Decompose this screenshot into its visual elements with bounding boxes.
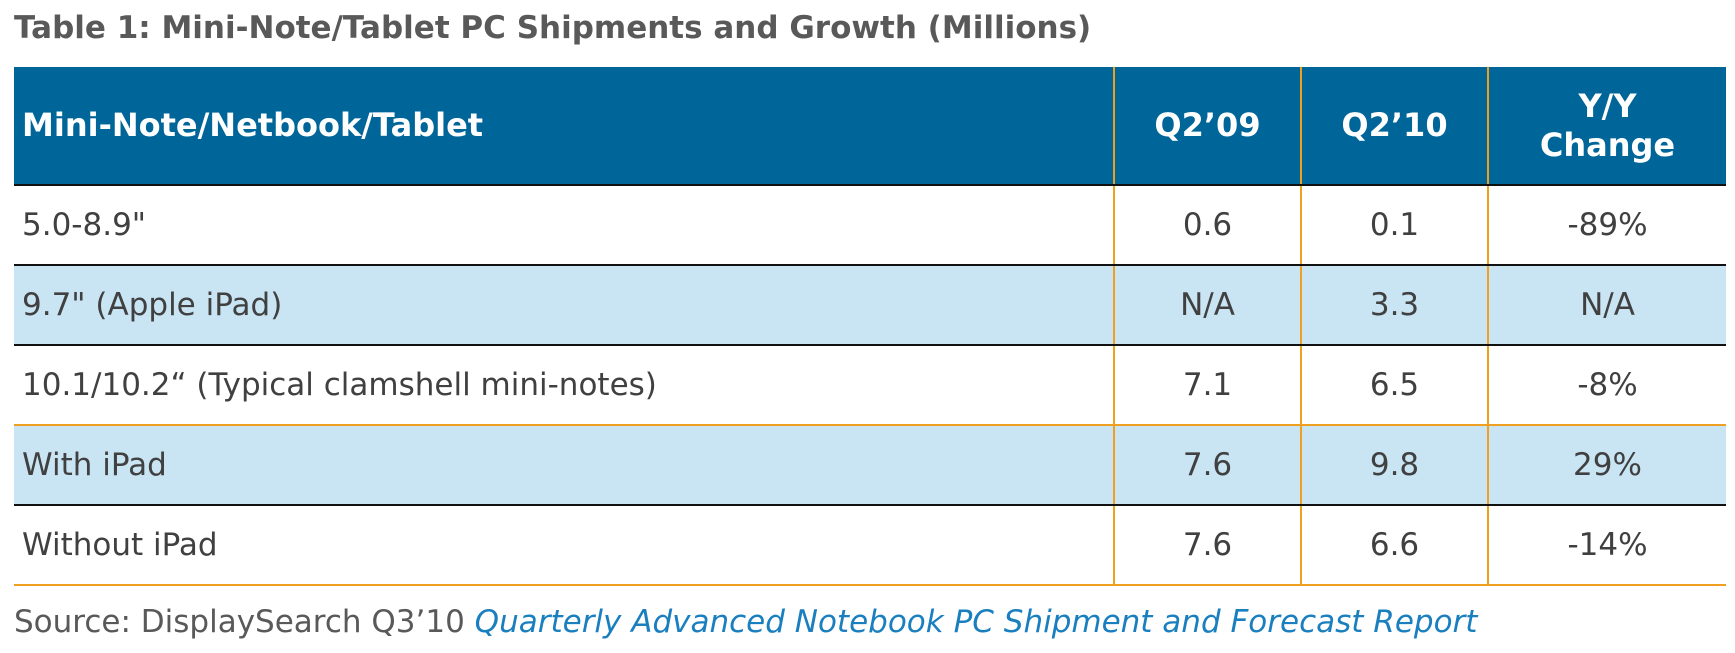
source-note: Source: DisplaySearch Q3’10 Quarterly Ad… bbox=[14, 604, 1477, 640]
cell-q2-10: 6.5 bbox=[1300, 345, 1488, 426]
cell-q2-10: 9.8 bbox=[1300, 425, 1488, 506]
cell-q2-10: 0.1 bbox=[1300, 185, 1488, 266]
row-label: Without iPad bbox=[14, 505, 1114, 586]
table-title: Table 1: Mini-Note/Tablet PC Shipments a… bbox=[14, 10, 1092, 46]
table-row: 10.1/10.2“ (Typical clamshell mini-notes… bbox=[14, 345, 1726, 426]
row-label: 5.0-8.9" bbox=[14, 185, 1114, 266]
cell-yy-change: -8% bbox=[1487, 345, 1726, 426]
source-report-title: Quarterly Advanced Notebook PC Shipment … bbox=[474, 604, 1478, 640]
cell-yy-change: N/A bbox=[1487, 265, 1726, 346]
header-yy-change: Y/Y Change bbox=[1487, 67, 1726, 186]
table-row: 9.7" (Apple iPad) N/A 3.3 N/A bbox=[14, 265, 1726, 346]
header-yy-line1: Y/Y bbox=[1578, 87, 1637, 126]
row-label: 10.1/10.2“ (Typical clamshell mini-notes… bbox=[14, 345, 1114, 426]
table-header-row: Mini-Note/Netbook/Tablet Q2’09 Q2’10 Y/Y… bbox=[14, 67, 1726, 186]
header-category: Mini-Note/Netbook/Tablet bbox=[14, 67, 1114, 186]
header-yy-line2: Change bbox=[1539, 125, 1676, 164]
table-row: Without iPad 7.6 6.6 -14% bbox=[14, 505, 1726, 586]
row-label: 9.7" (Apple iPad) bbox=[14, 265, 1114, 346]
cell-q2-10: 3.3 bbox=[1300, 265, 1488, 346]
cell-yy-change: 29% bbox=[1487, 425, 1726, 506]
cell-yy-change: -14% bbox=[1487, 505, 1726, 586]
cell-q2-09: N/A bbox=[1113, 265, 1301, 346]
cell-q2-09: 7.6 bbox=[1113, 425, 1301, 506]
header-q2-10: Q2’10 bbox=[1300, 67, 1488, 186]
cell-q2-09: 7.1 bbox=[1113, 345, 1301, 426]
shipments-table: Mini-Note/Netbook/Tablet Q2’09 Q2’10 Y/Y… bbox=[14, 67, 1726, 586]
cell-q2-09: 7.6 bbox=[1113, 505, 1301, 586]
source-prefix: Source: DisplaySearch Q3’10 bbox=[14, 604, 475, 640]
cell-q2-10: 6.6 bbox=[1300, 505, 1488, 586]
table-row: With iPad 7.6 9.8 29% bbox=[14, 425, 1726, 506]
cell-q2-09: 0.6 bbox=[1113, 185, 1301, 266]
header-q2-09: Q2’09 bbox=[1113, 67, 1301, 186]
row-label: With iPad bbox=[14, 425, 1114, 506]
table-row: 5.0-8.9" 0.6 0.1 -89% bbox=[14, 185, 1726, 266]
cell-yy-change: -89% bbox=[1487, 185, 1726, 266]
